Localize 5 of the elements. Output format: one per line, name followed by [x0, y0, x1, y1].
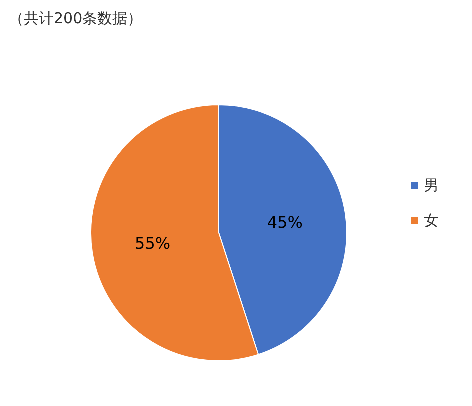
- data-label: 45%: [267, 213, 303, 232]
- legend-label: 男: [424, 176, 439, 194]
- legend-label: 女: [424, 212, 439, 230]
- chart-title: （共计200条数据）: [9, 10, 143, 28]
- data-label: 55%: [135, 234, 171, 253]
